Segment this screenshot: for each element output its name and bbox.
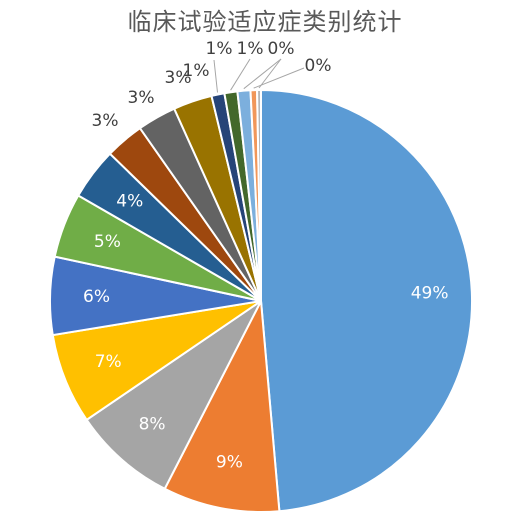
pie-slice-3 bbox=[85, 300, 262, 491]
pie-slice-1 bbox=[260, 88, 474, 512]
leader-line-15 bbox=[258, 58, 282, 89]
slice-label-13: 1% bbox=[237, 39, 264, 59]
slice-label-14: 0% bbox=[305, 56, 332, 76]
slice-label-8: 3% bbox=[92, 111, 119, 131]
slice-label-7: 4% bbox=[116, 192, 143, 212]
slice-label-6: 5% bbox=[94, 232, 121, 252]
leader-line-12 bbox=[230, 58, 251, 91]
slice-label-4: 7% bbox=[95, 352, 122, 372]
slice-label-1: 49% bbox=[411, 284, 449, 304]
pie-slice-2 bbox=[163, 297, 281, 512]
pie-slice-15 bbox=[256, 88, 262, 302]
slice-label-15: 0% bbox=[268, 39, 295, 59]
chart-title: 临床试验适应症类别统计 bbox=[127, 8, 403, 36]
slice-label-11: 1% bbox=[183, 61, 210, 81]
slice-label-12: 1% bbox=[206, 39, 233, 59]
slice-label-10: 3% bbox=[165, 68, 192, 88]
slice-label-9: 3% bbox=[128, 88, 155, 108]
slice-label-5: 6% bbox=[83, 287, 110, 307]
slice-label-3: 8% bbox=[139, 414, 166, 434]
leader-line-11 bbox=[213, 59, 218, 93]
leader-line-13 bbox=[243, 58, 282, 90]
slice-label-2: 9% bbox=[216, 453, 243, 473]
